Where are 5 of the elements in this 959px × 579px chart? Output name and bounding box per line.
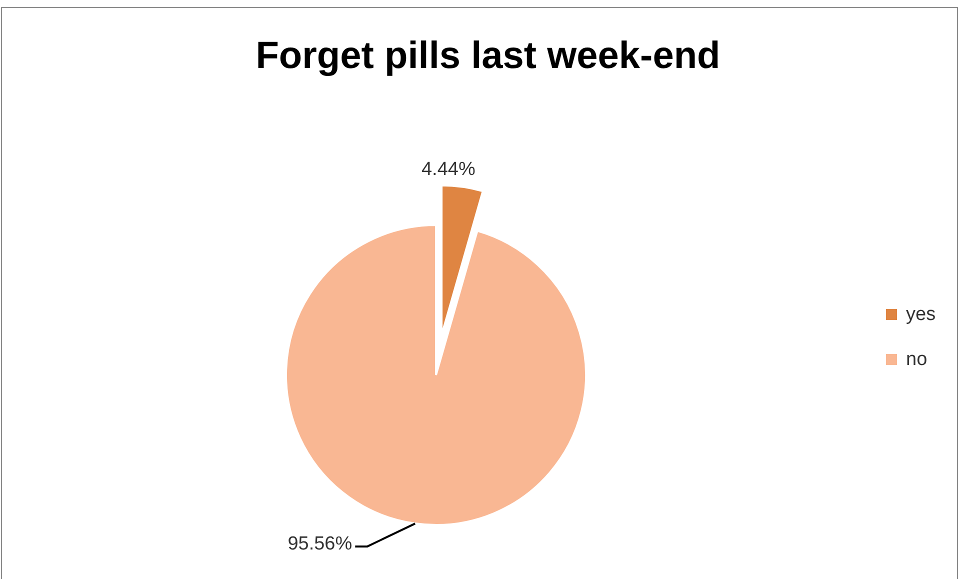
legend-label: yes [906, 304, 936, 326]
legend-label: no [906, 348, 928, 370]
chart-title: Forget pills last week-end [254, 35, 722, 78]
data-label: 95.56% [288, 534, 352, 555]
data-label: 4.44% [421, 158, 476, 180]
